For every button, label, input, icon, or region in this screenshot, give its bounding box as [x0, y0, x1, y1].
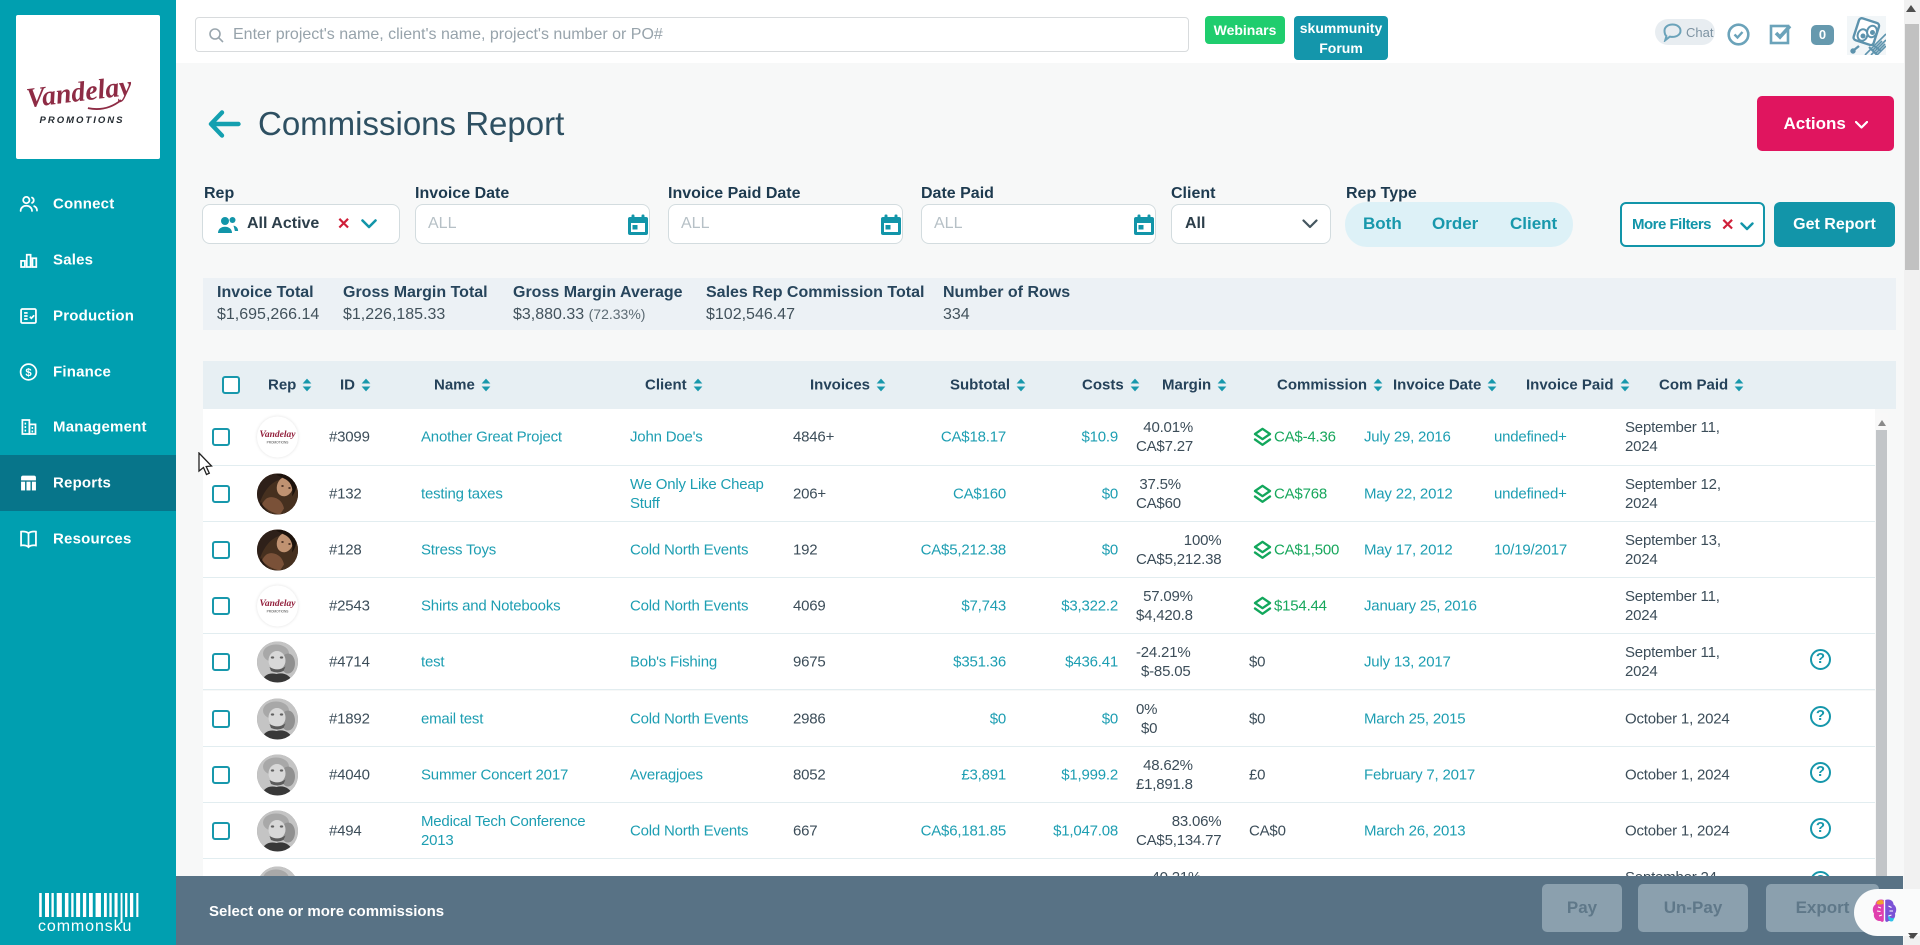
- svg-text:PROMOTIONS: PROMOTIONS: [267, 441, 289, 445]
- svg-text:Vandelay: Vandelay: [260, 430, 297, 440]
- svg-text:PROMOTIONS: PROMOTIONS: [40, 115, 125, 126]
- svg-text:Vandelay: Vandelay: [25, 71, 134, 115]
- svg-text:$: $: [25, 367, 32, 379]
- svg-text:PROMOTIONS: PROMOTIONS: [267, 609, 289, 613]
- svg-text:Vandelay: Vandelay: [260, 599, 297, 609]
- svg-text:commonsku: commonsku: [38, 918, 132, 933]
